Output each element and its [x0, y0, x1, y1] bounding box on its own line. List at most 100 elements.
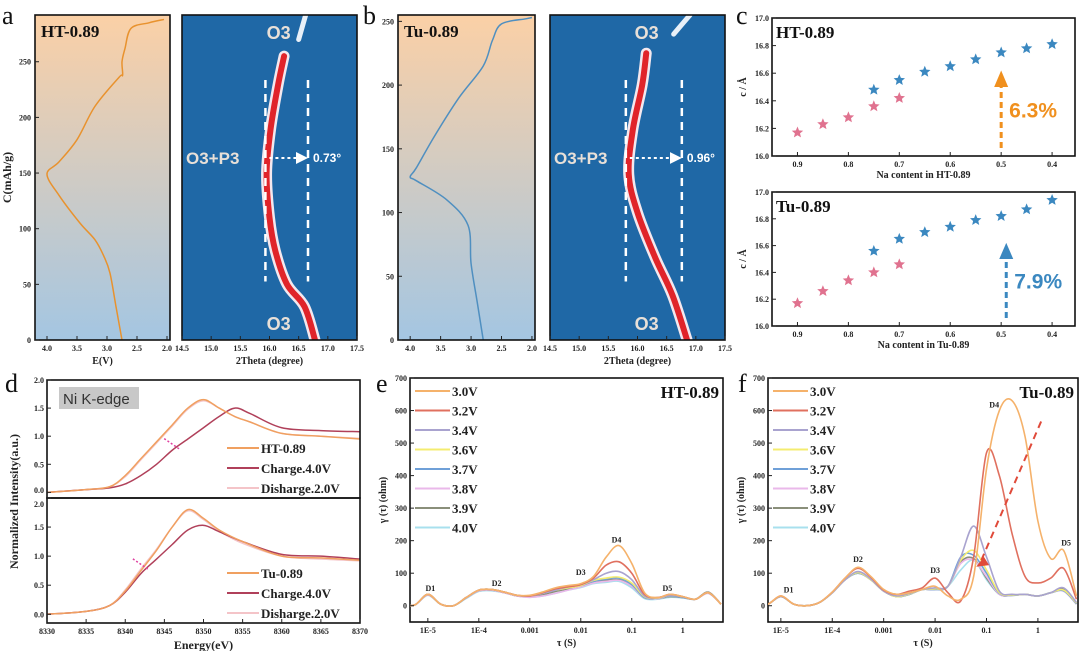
x-axis-label: τ (S) — [557, 638, 576, 649]
plot-title: Tu-0.89 — [404, 22, 459, 41]
x-tick-label: 0.01 — [928, 626, 942, 635]
x-tick-label: 0.7 — [894, 330, 904, 339]
y-tick-label: 100 — [382, 209, 394, 218]
panel-label-f: f — [738, 369, 747, 398]
x-tick-label: 2.0 — [527, 344, 537, 353]
x-tick-label: 16.0 — [631, 344, 645, 353]
star-point-blue — [868, 245, 880, 256]
y-tick-label: 400 — [395, 472, 407, 481]
plot-frame — [767, 377, 1079, 623]
x-tick-label: 17.0 — [321, 344, 335, 353]
x-tick-label: 3.5 — [72, 344, 82, 353]
y-tick-label: 17.0 — [755, 188, 769, 197]
legend-label: Charge.4.0V — [261, 461, 332, 476]
y-tick-label: 500 — [395, 439, 407, 448]
star-point-blue — [1046, 38, 1058, 50]
legend-label: Disharge.2.0V — [261, 606, 340, 621]
plot-frame — [409, 377, 724, 623]
y-axis-label: γ (τ) (ohm) — [736, 477, 747, 525]
panel-label-e: e — [376, 369, 388, 398]
x-tick-label: 8335 — [78, 627, 94, 636]
increase-percent: 6.3% — [1009, 99, 1057, 122]
y-tick-label: 600 — [395, 407, 407, 416]
peak-label: D5 — [1061, 539, 1071, 548]
shift-label: 0.96° — [687, 151, 715, 165]
star-point-pink — [868, 100, 880, 112]
star-point-blue — [944, 220, 956, 232]
x-tick-label: 0.5 — [996, 160, 1006, 169]
y-tick-label: 200 — [382, 81, 394, 90]
x-tick-label: 8355 — [235, 627, 251, 636]
o3-peak-trace — [671, 15, 693, 37]
x-tick-label: 8330 — [39, 627, 55, 636]
x-tick-label: 1E-5 — [773, 626, 789, 635]
phase-label-middle: O3+P3 — [554, 149, 607, 168]
y-axis-label: Normalized Intensity(a.u.) — [7, 434, 21, 569]
x-tick-label: 8365 — [313, 627, 329, 636]
legend-label: 4.0V — [452, 521, 478, 536]
increase-arrow-head — [994, 70, 1009, 87]
x-tick-label: 8350 — [196, 627, 212, 636]
plot-background — [398, 15, 535, 340]
y-tick-label: 0.5 — [34, 460, 44, 469]
star-point-blue — [1020, 203, 1033, 215]
legend-label: HT-0.89 — [261, 441, 306, 456]
increase-arrow-head — [999, 242, 1014, 259]
y-tick-label: 200 — [19, 113, 31, 122]
y-tick-label: 16.4 — [755, 97, 769, 106]
plot-title: HT-0.89 — [661, 383, 719, 402]
x-tick-label: 16.5 — [292, 344, 306, 353]
x-tick-label: 15.5 — [233, 344, 247, 353]
peak-trace — [625, 50, 691, 340]
ni-k-edge-badge: Ni K-edge — [63, 391, 130, 408]
x-tick-label: 16.5 — [660, 344, 674, 353]
x-tick-label: 8345 — [156, 627, 172, 636]
x-tick-label: 0.6 — [945, 160, 955, 169]
legend-label: 3.8V — [810, 482, 836, 497]
c_top-panel: 16.0 16.2 16.4 16.6 16.8 17.0 0.9 0.8 0.7 0.6 0.5 0… — [737, 14, 1076, 181]
x-tick-label: 17.0 — [689, 344, 703, 353]
y-axis-label: c / Å — [737, 77, 749, 97]
peak-label: D2 — [853, 555, 863, 564]
legend-label: 3.6V — [810, 443, 836, 458]
legend-label: 3.2V — [810, 404, 836, 419]
x-tick-label: 15.0 — [572, 344, 586, 353]
star-point-blue — [970, 214, 982, 225]
trend-arrow-head — [976, 556, 990, 567]
drt-curve-3.0V — [410, 544, 722, 608]
legend-label: 3.0V — [810, 384, 836, 399]
x-tick-label: 14.5 — [543, 344, 557, 353]
y-tick-label: 300 — [395, 504, 407, 513]
y-tick-label: 300 — [753, 504, 765, 513]
star-point-blue — [970, 53, 982, 65]
x-tick-label: 1 — [1036, 626, 1040, 635]
trend-arrow — [980, 416, 1044, 561]
star-point-blue — [919, 65, 931, 77]
plot-frame — [397, 14, 536, 341]
x-axis-label: E(V) — [92, 356, 113, 367]
plot-frame — [771, 191, 1076, 327]
plot-frame — [34, 14, 171, 341]
x-axis-label: 2Theta (degree) — [604, 356, 671, 367]
peak-label: D4 — [612, 535, 622, 544]
x-tick-label: 8360 — [274, 627, 290, 636]
y-tick-label: 17.0 — [755, 14, 769, 23]
y-tick-label: 250 — [19, 58, 31, 67]
star-point-blue — [919, 226, 931, 238]
y-tick-label: 500 — [753, 439, 765, 448]
plot-title: Tu-0.89 — [1019, 383, 1074, 402]
x-tick-label: 15.0 — [204, 344, 218, 353]
star-point-pink — [868, 266, 880, 278]
shift-arrow — [132, 558, 150, 571]
x-tick-label: 3.0 — [466, 344, 476, 353]
y-tick-label: 1.0 — [34, 552, 44, 561]
x-axis-label: Na content in Tu-0.89 — [878, 340, 970, 351]
xas-curve — [47, 400, 360, 494]
x-tick-label: 16.0 — [263, 344, 277, 353]
x-tick-label: 0.4 — [1047, 160, 1057, 169]
y-tick-label: 16.8 — [755, 215, 769, 224]
star-point-blue — [1020, 42, 1033, 54]
legend-label: 3.6V — [452, 443, 478, 458]
panel-label-c: c — [736, 1, 748, 30]
